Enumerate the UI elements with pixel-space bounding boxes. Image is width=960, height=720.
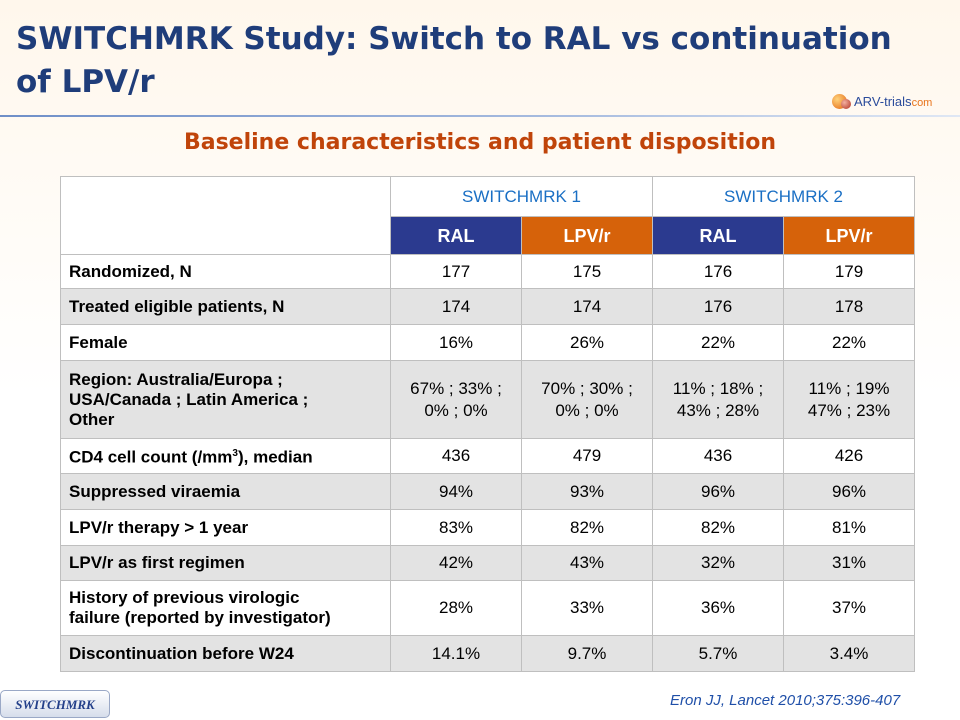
cell-value-line: 70% ; 30% ;	[541, 378, 633, 398]
logo-red-ball-icon	[841, 99, 851, 109]
row-label-text: CD4 cell count (/mm	[69, 447, 233, 467]
arm-header-ral-1: RAL	[390, 216, 522, 255]
cell-value: 436	[652, 438, 784, 474]
cell-value-line: 0% ; 0%	[555, 400, 619, 420]
study-badge: SWITCHMRK	[0, 690, 110, 718]
row-label: History of previous virologic failure (r…	[60, 580, 391, 636]
cell-value: 96%	[652, 473, 784, 510]
cell-value-line: 47% ; 23%	[807, 400, 891, 420]
row-label: Treated eligible patients, N	[60, 288, 391, 325]
row-label-line: History of previous virologic	[69, 588, 300, 607]
row-label-superscript: 3	[232, 448, 238, 460]
cell-value: 16%	[390, 324, 522, 361]
cell-value: 174	[521, 288, 653, 325]
table-row: History of previous virologic failure (r…	[60, 580, 915, 636]
row-label: Suppressed viraemia	[60, 473, 391, 510]
cell-value: 33%	[521, 580, 653, 636]
cell-value: 176	[652, 288, 784, 325]
cell-value-line: 11% ; 18% ;	[672, 378, 764, 398]
cell-value: 426	[783, 438, 915, 474]
cell-value: 179	[783, 254, 915, 289]
cell-value-line: 11% ; 19%	[808, 378, 890, 398]
table-row: Female 16% 26% 22% 22%	[60, 324, 915, 361]
cell-value: 174	[390, 288, 522, 325]
cell-value: 22%	[652, 324, 784, 361]
row-label-line: USA/Canada ; Latin America ;	[69, 389, 309, 409]
row-label: LPV/r as first regimen	[60, 545, 391, 581]
row-label: Female	[60, 324, 391, 361]
arm-header-ral-2: RAL	[652, 216, 784, 255]
table-row: LPV/r as first regimen 42% 43% 32% 31%	[60, 545, 915, 581]
cell-value: 70% ; 30% ; 0% ; 0%	[521, 360, 653, 439]
study-header-1: SWITCHMRK 1	[390, 176, 653, 217]
cell-value: 11% ; 19% 47% ; 23%	[783, 360, 915, 439]
arv-trials-logo: ARV-trialscom	[832, 92, 954, 114]
cell-value: 82%	[652, 509, 784, 546]
table-row: Suppressed viraemia 94% 93% 96% 96%	[60, 473, 915, 510]
cell-value: 28%	[390, 580, 522, 636]
cell-value: 32%	[652, 545, 784, 581]
cell-value: 42%	[390, 545, 522, 581]
table-row: CD4 cell count (/mm3), median 436 479 43…	[60, 438, 915, 474]
cell-value: 22%	[783, 324, 915, 361]
study-header-2: SWITCHMRK 2	[652, 176, 915, 217]
title-divider	[0, 115, 960, 117]
arm-header-lpv-2: LPV/r	[783, 216, 915, 255]
baseline-table: SWITCHMRK 1 SWITCHMRK 2 RAL LPV/r RAL LP…	[60, 176, 915, 672]
table-row: Treated eligible patients, N 174 174 176…	[60, 288, 915, 325]
table-row: LPV/r therapy > 1 year 83% 82% 82% 81%	[60, 509, 915, 546]
logo-text: ARV-trialscom	[854, 94, 932, 109]
cell-value-line: 43% ; 28%	[676, 400, 760, 420]
cell-value: 43%	[521, 545, 653, 581]
cell-value: 176	[652, 254, 784, 289]
cell-value: 479	[521, 438, 653, 474]
row-label: Region: Australia/Europa ; USA/Canada ; …	[60, 360, 391, 439]
row-label: Randomized, N	[60, 254, 391, 289]
cell-value: 82%	[521, 509, 653, 546]
row-label: LPV/r therapy > 1 year	[60, 509, 391, 546]
table-row: Region: Australia/Europa ; USA/Canada ; …	[60, 360, 915, 439]
cell-value: 96%	[783, 473, 915, 510]
slide-title: SWITCHMRK Study: Switch to RAL vs contin…	[16, 21, 892, 100]
cell-value: 67% ; 33% ; 0% ; 0%	[390, 360, 522, 439]
row-label: CD4 cell count (/mm3), median	[60, 438, 391, 474]
cell-value: 81%	[783, 509, 915, 546]
cell-value: 93%	[521, 473, 653, 510]
cell-value-line: 0% ; 0%	[424, 400, 488, 420]
cell-value: 83%	[390, 509, 522, 546]
cell-value: 36%	[652, 580, 784, 636]
cell-value: 37%	[783, 580, 915, 636]
citation: Eron JJ, Lancet 2010;375:396-407	[670, 692, 901, 709]
row-label-text: ), median	[237, 447, 313, 467]
row-label-line: Region: Australia/Europa ;	[69, 369, 283, 389]
cell-value: 9.7%	[521, 635, 653, 672]
cell-value: 26%	[521, 324, 653, 361]
row-label-line: failure (reported by investigator)	[69, 608, 331, 627]
section-subtitle: Baseline characteristics and patient dis…	[183, 130, 777, 155]
row-label-line: Other	[69, 409, 115, 429]
logo-domain: com	[911, 97, 933, 109]
cell-value: 177	[390, 254, 522, 289]
cell-value: 3.4%	[783, 635, 915, 672]
cell-value: 175	[521, 254, 653, 289]
cell-value: 178	[783, 288, 915, 325]
table-corner-cell	[60, 176, 391, 255]
arm-header-lpv-1: LPV/r	[521, 216, 653, 255]
cell-value-line: 67% ; 33% ;	[410, 378, 502, 398]
cell-value: 5.7%	[652, 635, 784, 672]
cell-value: 11% ; 18% ; 43% ; 28%	[652, 360, 784, 439]
cell-value: 14.1%	[390, 635, 522, 672]
cell-value: 436	[390, 438, 522, 474]
cell-value: 31%	[783, 545, 915, 581]
table-row: Discontinuation before W24 14.1% 9.7% 5.…	[60, 635, 915, 672]
table-row: Randomized, N 177 175 176 179	[60, 254, 915, 289]
cell-value: 94%	[390, 473, 522, 510]
logo-name: ARV-trials	[854, 94, 912, 109]
row-label: Discontinuation before W24	[60, 635, 391, 672]
